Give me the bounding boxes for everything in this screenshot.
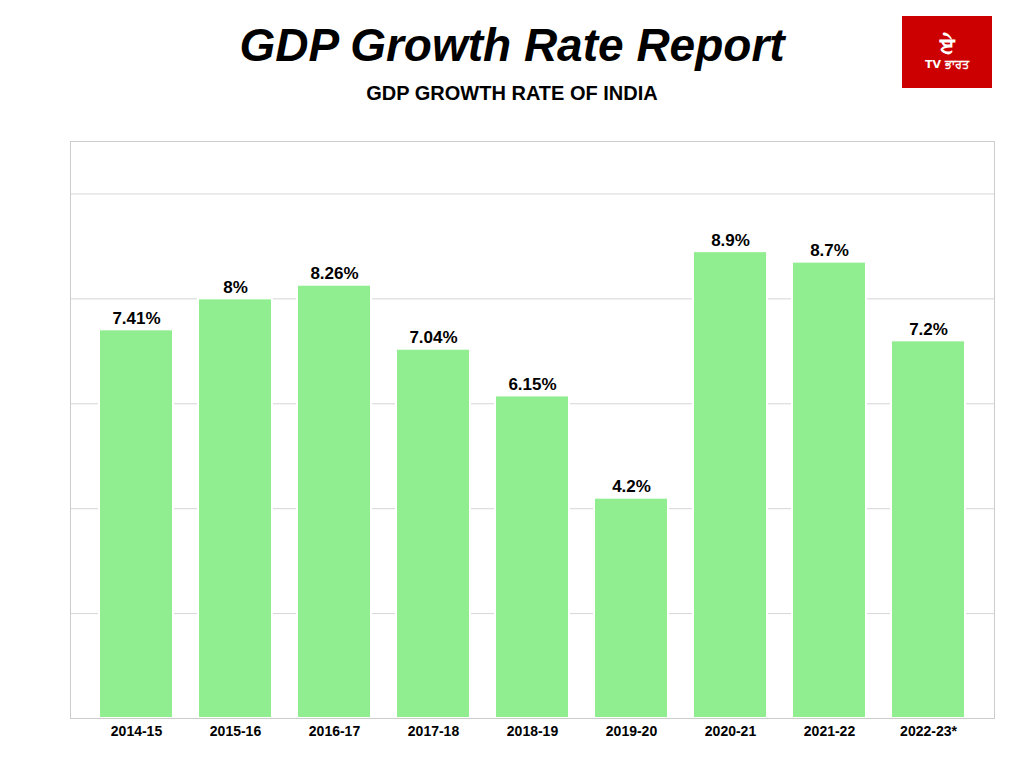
svg-text:8.9%: 8.9% bbox=[711, 231, 750, 250]
html-text:TV ਭਾਰਤ: TV ਭਾਰਤ bbox=[925, 58, 969, 71]
svg-text:2021-22: 2021-22 bbox=[804, 723, 856, 739]
svg-text:2022-23*: 2022-23* bbox=[900, 723, 957, 739]
svg-text:2014-15: 2014-15 bbox=[111, 723, 163, 739]
svg-text:6.15%: 6.15% bbox=[508, 375, 556, 394]
svg-text:8%: 8% bbox=[223, 278, 248, 297]
svg-text:2017-18: 2017-18 bbox=[408, 723, 460, 739]
svg-text:2016-17: 2016-17 bbox=[309, 723, 361, 739]
html-text:GDP Growth Rate Report: GDP Growth Rate Report bbox=[239, 19, 785, 71]
svg-text:2020-21: 2020-21 bbox=[705, 723, 757, 739]
svg-text:2018-19: 2018-19 bbox=[507, 723, 559, 739]
html-text:GDP GROWTH RATE OF INDIA: GDP GROWTH RATE OF INDIA bbox=[366, 82, 658, 104]
svg-text:8.7%: 8.7% bbox=[810, 241, 849, 260]
svg-text:8.26%: 8.26% bbox=[310, 264, 358, 283]
svg-text:2019-20: 2019-20 bbox=[606, 723, 658, 739]
svg-text:4.2%: 4.2% bbox=[612, 477, 651, 496]
svg-text:7.2%: 7.2% bbox=[909, 320, 948, 339]
svg-text:2015-16: 2015-16 bbox=[210, 723, 262, 739]
svg-text:7.41%: 7.41% bbox=[112, 309, 160, 328]
svg-text:7.04%: 7.04% bbox=[409, 328, 457, 347]
html-text:ਏ: ਏ bbox=[939, 33, 955, 58]
